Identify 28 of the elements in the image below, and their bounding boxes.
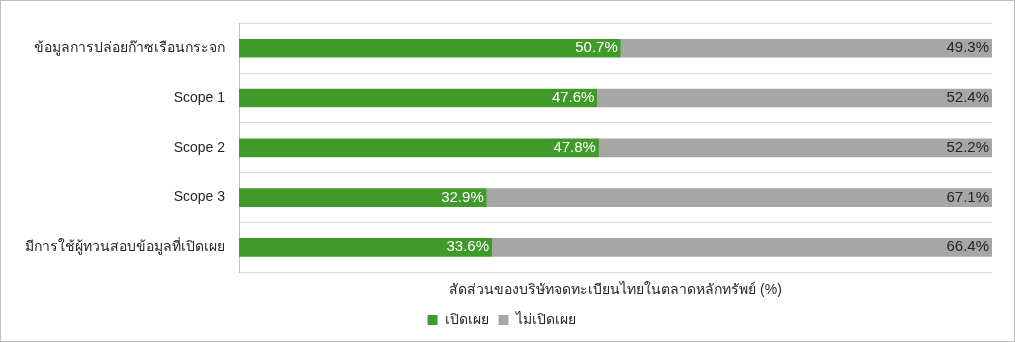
bar	[486, 188, 992, 207]
bar	[492, 237, 992, 257]
data-label: 49.3%	[946, 38, 989, 56]
legend-label: เปิดเผย	[444, 310, 489, 327]
data-label: 50.7%	[575, 38, 618, 56]
y-tick-label: ข้อมูลการปล่อยก๊าซเรือนกระจก	[34, 39, 225, 57]
bar	[239, 237, 493, 257]
bar	[239, 88, 598, 108]
y-tick-label: มีการใช้ผู้ทวนสอบข้อมูลที่เปิดเผย	[25, 237, 225, 256]
data-label: 32.9%	[441, 187, 484, 205]
data-label: 52.2%	[946, 137, 989, 155]
data-label: 47.8%	[553, 137, 596, 155]
data-label: 52.4%	[946, 88, 989, 106]
bar	[598, 138, 992, 158]
legend-label: ไม่เปิดเผย	[514, 310, 576, 327]
y-tick-label: Scope 3	[173, 188, 226, 205]
x-axis-title: สัดส่วนของบริษัทจดทะเบียนไทยในตลาดหลักทรัพย์ (%)	[449, 281, 782, 298]
y-tick-label: Scope 2	[173, 138, 226, 155]
data-label: 33.6%	[446, 237, 490, 255]
bar	[597, 88, 992, 108]
data-label: 47.6%	[551, 88, 595, 106]
y-tick-label: Scope 1	[173, 88, 226, 105]
data-label: 66.4%	[946, 237, 989, 255]
data-label: 67.1%	[946, 187, 989, 205]
bar	[620, 38, 992, 58]
bar	[239, 138, 599, 158]
bar	[239, 188, 487, 207]
bar	[239, 38, 621, 58]
